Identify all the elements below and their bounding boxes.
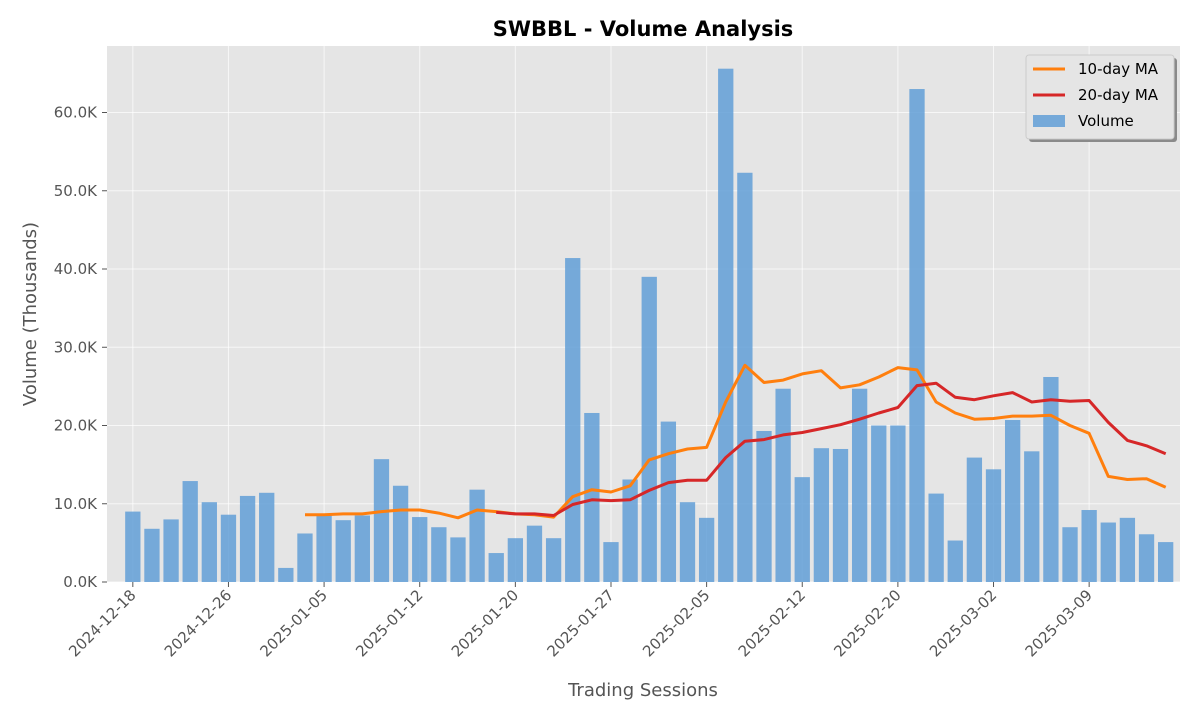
volume-bar	[775, 388, 791, 582]
volume-bar	[794, 477, 810, 582]
volume-bar	[679, 502, 696, 582]
volume-bar	[526, 525, 543, 582]
volume-bar	[584, 412, 600, 582]
volume-bar	[469, 489, 485, 582]
volume-bar	[718, 68, 734, 583]
volume-bar	[1024, 451, 1040, 582]
legend-label: Volume	[1078, 112, 1134, 130]
volume-bar	[488, 553, 504, 582]
volume-bar	[698, 517, 715, 582]
volume-bar	[737, 172, 753, 583]
legend-label: 10-day MA	[1078, 60, 1159, 78]
volume-bar	[947, 540, 963, 582]
volume-bar	[832, 448, 849, 582]
volume-bar	[909, 89, 925, 582]
legend-swatch-volume	[1033, 115, 1065, 127]
y-tick-label: 20.0K	[54, 417, 98, 435]
volume-bar	[316, 514, 332, 582]
volume-bar	[412, 517, 428, 582]
y-axis-ticks: 0.0K 10.0K 20.0K 30.0K 40.0K 50.0K 60.0K	[54, 104, 107, 591]
volume-bar	[373, 459, 390, 582]
volume-bar	[813, 448, 830, 582]
y-tick-label: 10.0K	[54, 495, 98, 513]
volume-bar	[545, 538, 562, 582]
volume-bar	[871, 425, 887, 582]
volume-bar	[641, 276, 657, 582]
moving-average-lines	[305, 363, 1167, 520]
volume-bar	[966, 457, 983, 582]
volume-bar	[985, 469, 1002, 582]
volume-bar	[297, 533, 313, 582]
volume-bar	[565, 258, 581, 582]
y-tick-label: 0.0K	[63, 573, 98, 591]
volume-bar	[354, 515, 370, 582]
volume-bar	[1004, 420, 1021, 582]
volume-bar	[144, 528, 160, 582]
volume-bar	[392, 485, 409, 582]
y-tick-label: 30.0K	[54, 338, 98, 356]
volume-bar	[163, 519, 179, 582]
volume-bar	[507, 538, 524, 582]
x-axis-label: Trading Sessions	[567, 680, 718, 701]
volume-bar	[125, 511, 141, 582]
volume-bar	[756, 430, 772, 582]
volume-bar	[182, 481, 198, 582]
volume-bar	[1119, 517, 1136, 582]
y-axis-label: Volume (Thousands)	[20, 222, 41, 406]
volume-bar	[278, 567, 294, 582]
y-tick-label: 40.0K	[54, 260, 98, 278]
volume-bars	[125, 68, 1174, 583]
y-tick-label: 50.0K	[54, 182, 98, 200]
y-tick-label: 60.0K	[54, 104, 98, 122]
volume-bar	[201, 502, 217, 582]
volume-bar	[259, 492, 275, 582]
ma-line-10-day-ma	[305, 363, 1167, 520]
chart-title: SWBBL - Volume Analysis	[493, 17, 794, 41]
volume-bar	[431, 527, 447, 582]
volume-bar	[1158, 542, 1174, 582]
volume-bar	[660, 421, 677, 582]
volume-bar	[928, 493, 944, 582]
volume-bar	[622, 479, 638, 582]
legend-label: 20-day MA	[1078, 86, 1159, 104]
volume-bar	[890, 425, 906, 582]
volume-bar	[1043, 376, 1059, 582]
volume-bar	[1081, 510, 1097, 582]
volume-bar	[603, 542, 619, 582]
volume-bar	[1138, 534, 1155, 582]
volume-bar	[450, 537, 466, 582]
ma-line-20-day-ma	[496, 381, 1167, 517]
volume-bar	[1062, 527, 1078, 582]
legend: 10-day MA 20-day MA Volume	[1025, 54, 1177, 142]
volume-bar	[239, 495, 256, 582]
volume-bar	[220, 514, 237, 582]
volume-bar	[335, 520, 351, 582]
volume-bar	[851, 388, 868, 582]
volume-bar	[1100, 522, 1116, 582]
